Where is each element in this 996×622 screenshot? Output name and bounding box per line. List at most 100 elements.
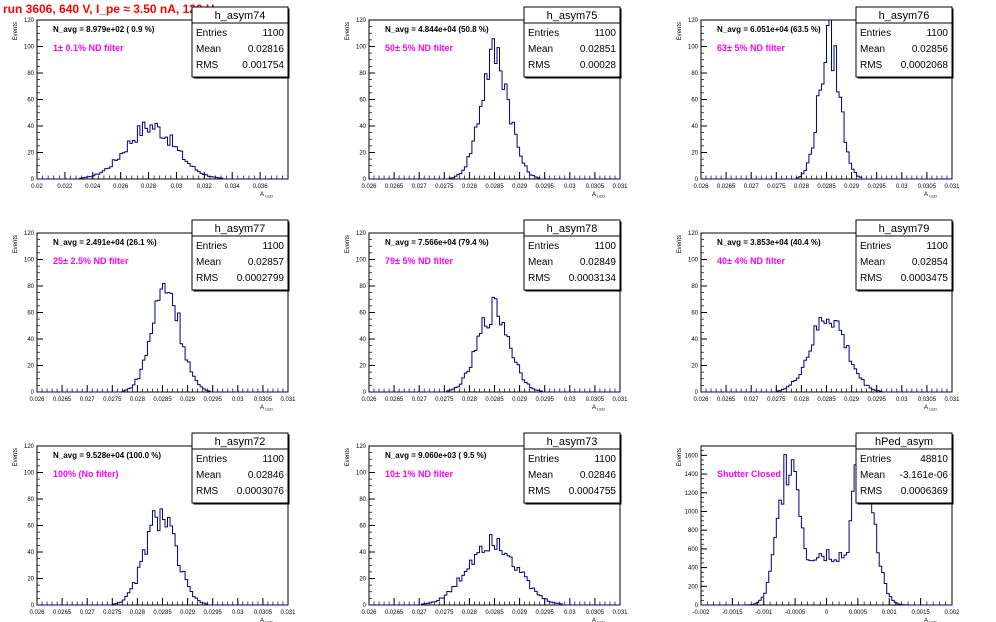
y-tick-label: 40: [359, 124, 366, 130]
stats-box-frame: [191, 219, 289, 291]
y-tick-label: 600: [688, 547, 699, 553]
y-tick-label: 60: [27, 311, 34, 317]
stats-box-frame: [191, 432, 289, 504]
x-tick-label: -0.0005: [785, 610, 806, 616]
y-tick-label: 80: [359, 71, 366, 77]
histogram-panel: 0 20 40 60 80 100 120 0.026 0.0265 0.027 0.0275 0.0…: [345, 6, 628, 199]
stat-key-label: RMS: [528, 486, 551, 497]
y-axis-title: Events: [13, 448, 19, 466]
y-tick-label: 1600: [685, 453, 699, 459]
x-tick-label: 0.0275: [435, 397, 454, 403]
stat-key-label: Mean: [196, 470, 221, 481]
x-tick-label: 0.027: [80, 610, 96, 616]
histogram-trace: [369, 38, 620, 180]
x-axis-title: A LED: [260, 405, 273, 412]
y-tick-label: 40: [691, 337, 698, 343]
y-tick-label: 0: [31, 390, 35, 396]
navg-label: N_avg = 6.051e+04 (63.5 %): [717, 25, 821, 34]
x-tick-label: 0.02: [31, 184, 43, 190]
stat-value: 0.00028: [580, 60, 617, 71]
stat-value: 0.02854: [912, 257, 949, 268]
x-tick-label: 0.029: [512, 184, 528, 190]
y-tick-label: 200: [688, 584, 699, 590]
stat-key-label: Mean: [528, 257, 553, 268]
navg-label: N_avg = 4.844e+04 (50.8 %): [385, 25, 489, 34]
x-tick-label: 0.0295: [868, 184, 887, 190]
x-tick-label: 0.0285: [153, 610, 172, 616]
x-tick-label: 0.0295: [868, 397, 887, 403]
x-tick-label: 0.026: [693, 184, 709, 190]
x-tick-label: 0.031: [944, 397, 960, 403]
y-tick-label: 20: [27, 151, 34, 157]
histogram-trace: [369, 296, 620, 393]
stat-value: 1100: [262, 241, 284, 252]
stat-key-label: Mean: [860, 257, 885, 268]
x-tick-label: 0.028: [462, 610, 478, 616]
stats-box: h_asym73 Entries 1100 Mean 0.02846 RMS 0.00047…: [523, 432, 622, 505]
y-tick-label: 120: [356, 18, 367, 24]
x-tick-label: 0.028: [141, 184, 157, 190]
stat-value: 1100: [926, 241, 948, 252]
filter-label: 50± 5% ND filter: [385, 43, 453, 53]
x-tick-label: 0.027: [744, 397, 760, 403]
histogram-name: h_asym78: [547, 223, 598, 235]
stats-box: h_asym78 Entries 1100 Mean 0.02849 RMS 0.00031…: [523, 219, 622, 292]
stat-key-label: Entries: [860, 241, 891, 252]
y-tick-label: 120: [688, 18, 699, 24]
x-tick-label: 0.029: [844, 397, 860, 403]
x-tick-label: 0.028: [794, 397, 810, 403]
stat-value: 0.0003076: [237, 486, 285, 497]
histogram-panel: 0 20 40 60 80 100 120 0.026 0.0265 0.027 0.0275 0.0…: [345, 432, 628, 622]
stats-box: hPed_asym Entries 48810 Mean -3.161e-06 RMS 0.…: [855, 432, 954, 505]
x-tick-label: 0.031: [612, 184, 628, 190]
x-tick-label: 0.022: [57, 184, 73, 190]
stat-value: 1100: [594, 241, 616, 252]
stat-key-label: Mean: [196, 44, 221, 55]
x-tick-label: 0.029: [180, 397, 196, 403]
x-tick-label: 0.0265: [717, 397, 736, 403]
stats-box-frame: [523, 6, 621, 78]
stat-key-label: Entries: [528, 454, 559, 465]
navg-label: N_avg = 7.566e+04 (79.4 %): [385, 238, 489, 247]
x-tick-label: 0.03: [232, 397, 244, 403]
stat-key-label: Entries: [528, 241, 559, 252]
y-tick-label: 100: [356, 45, 367, 51]
y-tick-label: 120: [356, 231, 367, 237]
x-tick-label: 0.0295: [536, 184, 555, 190]
navg-label: N_avg = 9.528e+04 (100.0 %): [53, 451, 161, 460]
histogram-panel: 0 20 40 60 80 100 120 0.026 0.0265 0.027 0.0275 0.0…: [345, 219, 628, 412]
y-tick-label: 0: [363, 390, 367, 396]
histogram-panel: 0 20 40 60 80 100 120 0.026 0.0265 0.027 0.0275 0.0…: [677, 219, 960, 412]
histogram-name: h_asym79: [879, 223, 930, 235]
x-tick-label: 0.026: [361, 610, 377, 616]
y-tick-label: 0: [31, 177, 35, 183]
stat-key-label: Mean: [196, 257, 221, 268]
histogram-panel: 0 20 40 60 80 100 120 0.026 0.0265 0.027 0.0275 0.0…: [13, 219, 296, 412]
y-tick-label: 80: [359, 497, 366, 503]
x-tick-label: 0.0305: [586, 184, 605, 190]
stat-key-label: RMS: [196, 486, 219, 497]
y-tick-label: 1400: [685, 472, 699, 478]
y-axis-title: Events: [345, 448, 351, 466]
histogram-name: h_asym72: [215, 436, 266, 448]
filter-label: 10± 1% ND filter: [385, 469, 453, 479]
histogram-name: h_asym77: [215, 223, 266, 235]
stat-value: 0.02849: [580, 257, 617, 268]
x-tick-label: 0.031: [944, 184, 960, 190]
x-tick-label: 0.0305: [918, 184, 937, 190]
x-tick-label: 0.029: [844, 184, 860, 190]
y-tick-label: 120: [356, 444, 367, 450]
y-tick-label: 0: [363, 177, 367, 183]
y-tick-label: 120: [688, 231, 699, 237]
histogram-name: h_asym74: [215, 10, 266, 22]
x-tick-label: 0.0305: [254, 397, 273, 403]
x-tick-label: 0: [825, 610, 829, 616]
x-tick-label: 0.03: [564, 184, 576, 190]
x-tick-label: 0.028: [794, 184, 810, 190]
y-tick-label: 80: [691, 71, 698, 77]
x-tick-label: 0.036: [253, 184, 269, 190]
histogram-name: hPed_asym: [875, 436, 933, 448]
y-tick-label: 20: [359, 151, 366, 157]
